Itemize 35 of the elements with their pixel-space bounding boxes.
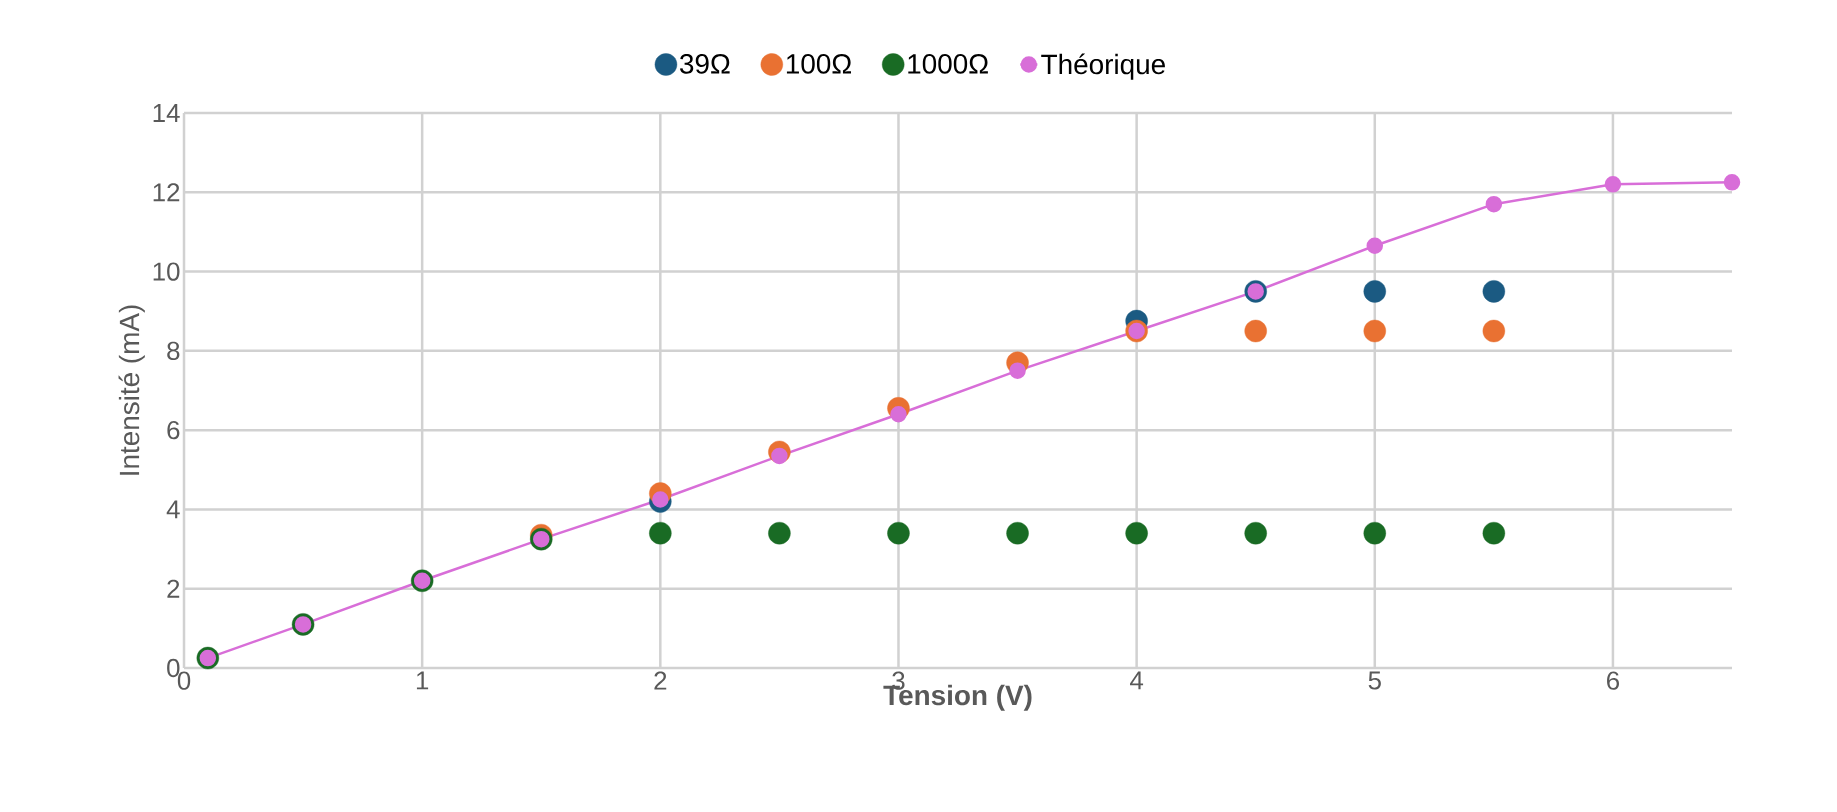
point — [1006, 522, 1029, 545]
x-tick-label: 4 — [1130, 671, 1144, 690]
point — [1244, 319, 1267, 343]
point — [1604, 176, 1622, 193]
point — [768, 522, 791, 545]
x-tick-label: 1 — [416, 671, 429, 690]
point — [1366, 237, 1384, 255]
point — [1363, 522, 1386, 545]
x-tick-label: 2 — [654, 671, 667, 690]
point — [1482, 280, 1506, 303]
y-tick-label: 4 — [166, 500, 180, 519]
point — [1125, 522, 1148, 545]
legend-label: 1000Ω — [908, 54, 988, 74]
legend-label: 100Ω — [786, 54, 851, 74]
point — [1485, 195, 1503, 213]
point — [1482, 319, 1506, 343]
y-tick-label: 12 — [153, 183, 180, 202]
point — [887, 522, 910, 545]
point — [1009, 362, 1026, 379]
point — [1244, 522, 1267, 545]
legend-label: 39Ω — [680, 54, 730, 74]
y-axis-title: Intensité (mA) — [118, 305, 145, 475]
legend-label: Théorique — [1041, 53, 1165, 80]
x-tick-label: 6 — [1607, 671, 1619, 690]
x-tick-label: 5 — [1368, 671, 1381, 690]
y-tick-label: 10 — [153, 262, 180, 281]
point — [1723, 174, 1741, 191]
y-tick-label: 6 — [167, 420, 180, 440]
point — [1363, 280, 1386, 303]
y-tick-label: 8 — [167, 341, 180, 361]
point — [1363, 319, 1386, 343]
y-tick-label: 2 — [167, 579, 180, 598]
point — [1482, 522, 1506, 545]
point — [649, 522, 672, 545]
y-tick-label: 14 — [153, 104, 180, 122]
